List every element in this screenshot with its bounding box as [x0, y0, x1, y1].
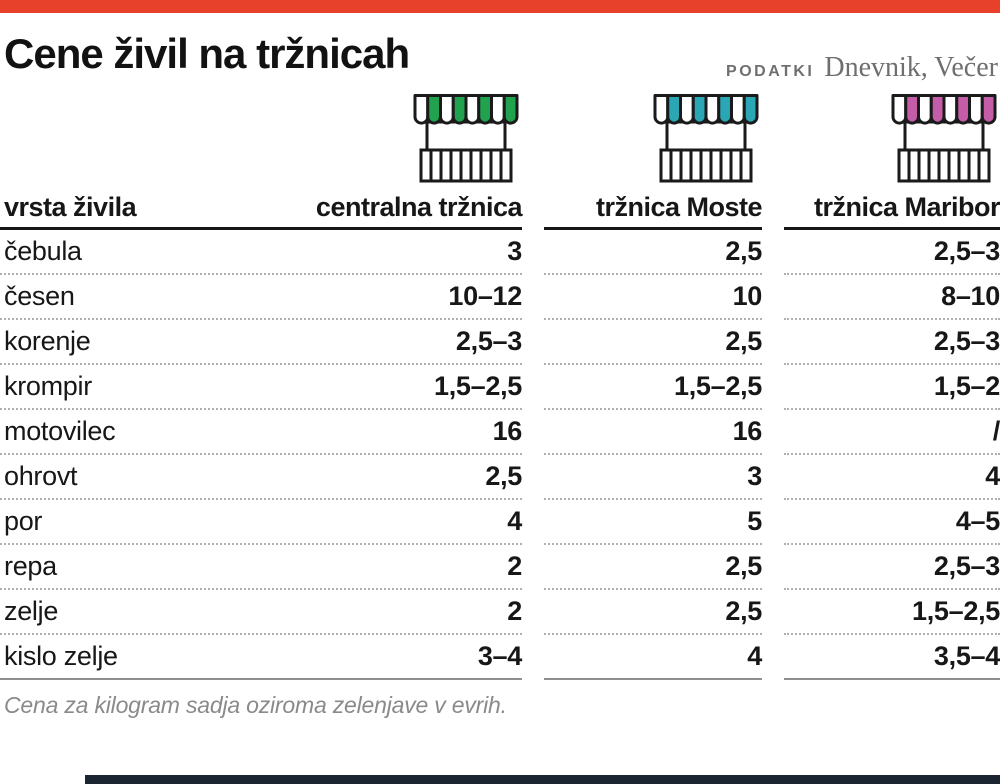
price-central: 2	[507, 551, 522, 581]
table-body: čebula 3 2,5 2,5–3 česen 10–12 10 8–10 k…	[0, 230, 1000, 680]
market-stall-icon-central	[0, 92, 522, 184]
price-moste: 1,5–2,5	[674, 371, 762, 401]
table-row: ohrovt 2,5 3 4	[0, 455, 1000, 500]
price-central: 2	[507, 596, 522, 626]
price-central: 3	[507, 236, 522, 266]
price-maribor: 4	[985, 461, 1000, 491]
page-title: Cene živil na tržnicah	[4, 30, 410, 77]
price-table: vrsta živila centralna tržnica tržnica M…	[0, 190, 1000, 680]
table-row: motovilec 16 16 /	[0, 410, 1000, 455]
price-central: 16	[492, 416, 523, 446]
price-maribor: 2,5–3	[933, 236, 1000, 266]
table-row: por 4 5 4–5	[0, 500, 1000, 545]
food-name: česen	[4, 281, 75, 311]
price-moste: 2,5	[725, 326, 762, 356]
table-row: čebula 3 2,5 2,5–3	[0, 230, 1000, 275]
market-stall-icon-maribor	[784, 92, 1000, 184]
table-row: korenje 2,5–3 2,5 2,5–3	[0, 320, 1000, 365]
price-maribor: 1,5–2	[933, 371, 1000, 401]
price-moste: 2,5	[725, 551, 762, 581]
market-stall-icon-moste	[544, 92, 762, 184]
source-label: PODATKI	[726, 63, 815, 80]
table-row: kislo zelje 3–4 4 3,5–4	[0, 635, 1000, 680]
price-moste: 2,5	[725, 236, 762, 266]
price-moste: 2,5	[725, 596, 762, 626]
market-icons-row	[0, 92, 1000, 184]
price-maribor: 1,5–2,5	[912, 596, 1000, 626]
price-moste: 5	[747, 506, 762, 536]
price-moste: 10	[732, 281, 763, 311]
price-central: 10–12	[448, 281, 522, 311]
food-name: por	[4, 506, 43, 536]
column-header-food-type: vrsta živila	[4, 192, 137, 222]
price-maribor: 2,5–3	[933, 326, 1000, 356]
price-moste: 4	[747, 641, 762, 671]
food-name: repa	[4, 551, 57, 581]
price-maribor: 3,5–4	[933, 641, 1000, 671]
price-central: 3–4	[477, 641, 522, 671]
data-source: PODATKI Dnevnik, Večer	[726, 0, 998, 84]
price-maribor: /	[992, 416, 1000, 446]
price-moste: 3	[747, 461, 762, 491]
price-central: 2,5	[485, 461, 522, 491]
price-central: 2,5–3	[455, 326, 522, 356]
food-name: krompir	[4, 371, 92, 401]
food-name: korenje	[4, 326, 91, 356]
food-name: zelje	[4, 596, 59, 626]
price-central: 1,5–2,5	[434, 371, 522, 401]
table-row: zelje 2 2,5 1,5–2,5	[0, 590, 1000, 635]
price-moste: 16	[732, 416, 763, 446]
table-row: repa 2 2,5 2,5–3	[0, 545, 1000, 590]
food-name: čebula	[4, 236, 82, 266]
top-accent-bar	[0, 0, 1000, 13]
price-maribor: 2,5–3	[933, 551, 1000, 581]
source-publishers: Dnevnik, Večer	[824, 52, 998, 83]
food-name: ohrovt	[4, 461, 78, 491]
bottom-accent-bar	[85, 775, 1000, 784]
price-maribor: 4–5	[955, 506, 1000, 536]
food-name: kislo zelje	[4, 641, 118, 671]
table-row: krompir 1,5–2,5 1,5–2,5 1,5–2	[0, 365, 1000, 410]
column-header-central: centralna tržnica	[315, 192, 523, 222]
food-name: motovilec	[4, 416, 116, 446]
table-row: česen 10–12 10 8–10	[0, 275, 1000, 320]
price-maribor: 8–10	[941, 281, 1000, 311]
column-header-maribor: tržnica Maribor	[813, 192, 1000, 222]
column-header-moste: tržnica Moste	[595, 192, 763, 222]
unit-footnote: Cena za kilogram sadja oziroma zelenjave…	[4, 692, 507, 718]
price-central: 4	[507, 506, 522, 536]
table-header-row: vrsta živila centralna tržnica tržnica M…	[0, 190, 1000, 230]
